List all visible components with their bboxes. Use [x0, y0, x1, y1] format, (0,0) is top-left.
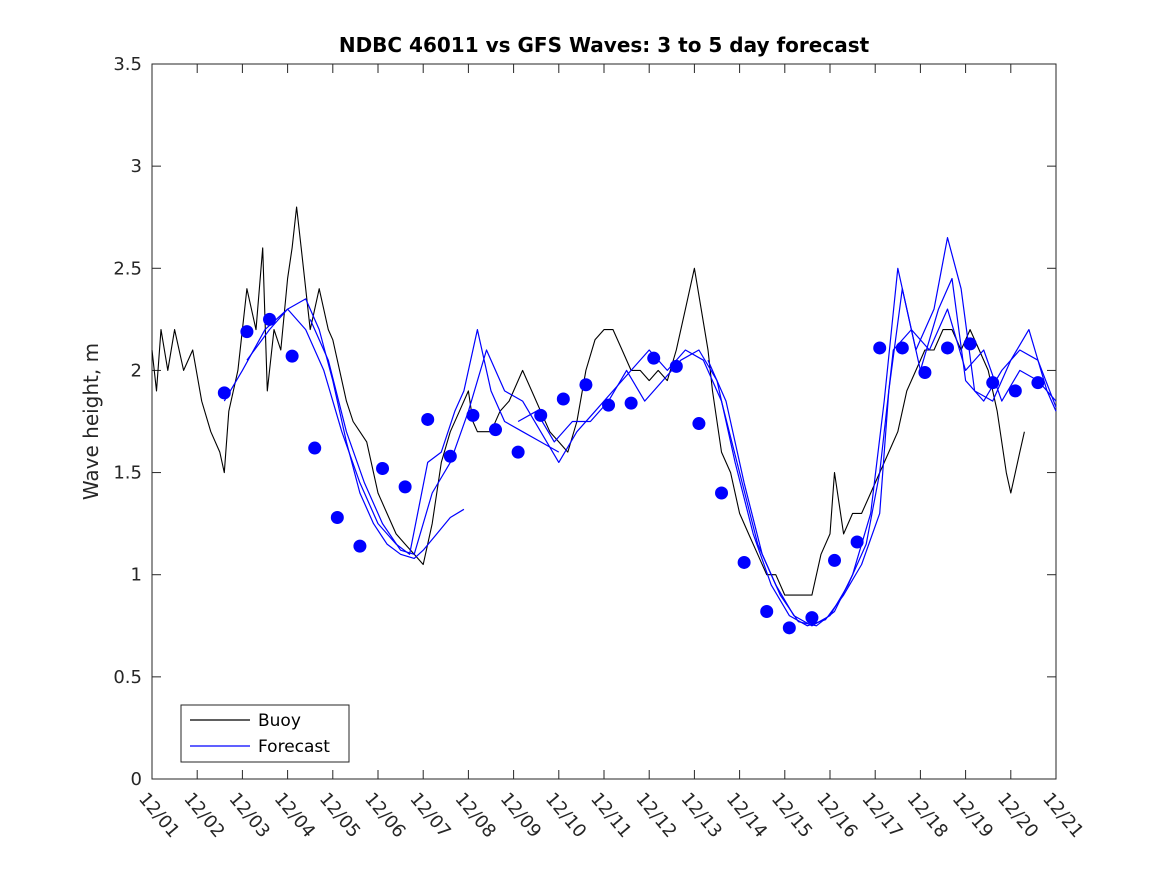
forecast-marker — [263, 312, 277, 326]
x-tick-label: 12/10 — [541, 789, 590, 842]
plot-area — [151, 63, 1057, 780]
forecast-marker — [918, 365, 932, 379]
legend-box — [180, 704, 350, 763]
forecast-marker — [986, 376, 1000, 390]
y-axis-label: Wave height, m — [79, 343, 103, 500]
forecast-marker — [308, 441, 322, 455]
y-tick-label: 1 — [131, 565, 142, 586]
forecast-marker — [421, 412, 435, 426]
y-tick-label: 1.5 — [113, 463, 142, 484]
forecast-marker — [963, 337, 977, 351]
x-tick-label: 12/02 — [179, 789, 228, 842]
x-tick-label: 12/20 — [993, 789, 1042, 842]
x-tick-label: 12/06 — [360, 789, 409, 842]
x-tick-label: 12/04 — [270, 789, 319, 842]
forecast-marker — [556, 392, 570, 406]
forecast-marker — [353, 539, 367, 553]
x-tick-label: 12/21 — [1038, 789, 1087, 842]
legend-forecast-label: Forecast — [258, 737, 330, 757]
x-tick-label: 12/17 — [857, 789, 906, 842]
forecast-marker — [466, 408, 480, 422]
forecast-marker — [873, 341, 887, 355]
forecast-marker — [217, 386, 231, 400]
forecast-marker — [941, 341, 955, 355]
forecast-marker — [443, 449, 457, 463]
x-tick-label: 12/09 — [496, 789, 545, 842]
forecast-marker — [376, 461, 390, 475]
forecast-marker — [828, 553, 842, 567]
forecast-marker — [602, 398, 616, 412]
forecast-marker — [715, 486, 729, 500]
forecast-marker — [240, 325, 254, 339]
x-tick-label: 12/08 — [451, 789, 500, 842]
chart-title: NDBC 46011 vs GFS Waves: 3 to 5 day fore… — [339, 33, 870, 57]
x-tick-label: 12/18 — [903, 789, 952, 842]
y-tick-label: 3 — [131, 156, 142, 177]
forecast-marker — [669, 359, 683, 373]
x-tick-label: 12/14 — [722, 789, 771, 842]
forecast-marker — [692, 417, 706, 431]
buoy-line — [151, 206, 1025, 596]
forecast-marker — [850, 535, 864, 549]
y-tick-label: 2 — [131, 360, 142, 381]
x-tick-label: 12/01 — [134, 789, 183, 842]
x-tick-label: 12/19 — [948, 789, 997, 842]
x-tick-label: 12/05 — [315, 789, 364, 842]
y-tick-label: 0.5 — [113, 667, 142, 688]
series-layer — [151, 206, 1057, 635]
y-tick-label: 0 — [131, 769, 142, 790]
forecast-marker — [1008, 384, 1022, 398]
forecast-marker — [511, 445, 525, 459]
forecast-marker — [805, 611, 819, 625]
y-tick-label: 3.5 — [113, 54, 142, 75]
y-tick-label: 2.5 — [113, 258, 142, 279]
forecast-marker — [398, 480, 412, 494]
x-tick-label: 12/16 — [812, 789, 861, 842]
forecast-line — [309, 308, 1057, 627]
forecast-line — [707, 237, 1057, 627]
forecast-marker — [579, 378, 593, 392]
forecast-marker — [1031, 376, 1045, 390]
forecast-marker — [489, 423, 503, 437]
legend-buoy-label: Buoy — [258, 711, 301, 731]
x-tick-label: 12/11 — [586, 789, 635, 842]
forecast-marker — [624, 396, 638, 410]
forecast-marker — [285, 349, 299, 363]
forecast-marker — [895, 341, 909, 355]
x-tick-label: 12/15 — [767, 789, 816, 842]
forecast-marker — [760, 604, 774, 618]
x-tick-label: 12/07 — [405, 789, 454, 842]
x-tick-label: 12/12 — [631, 789, 680, 842]
forecast-marker — [737, 555, 751, 569]
x-tick-label: 12/03 — [225, 789, 274, 842]
forecast-line — [223, 298, 465, 559]
forecast-marker — [782, 621, 796, 635]
y-axis: 0 0.5 1 1.5 2 2.5 3 3.5 — [113, 54, 1056, 790]
forecast-marker — [330, 511, 344, 525]
forecast-line — [246, 308, 560, 555]
forecast-marker — [647, 351, 661, 365]
x-tick-label: 12/13 — [677, 789, 726, 842]
forecast-marker — [534, 408, 548, 422]
legend: Buoy Forecast — [180, 704, 350, 763]
